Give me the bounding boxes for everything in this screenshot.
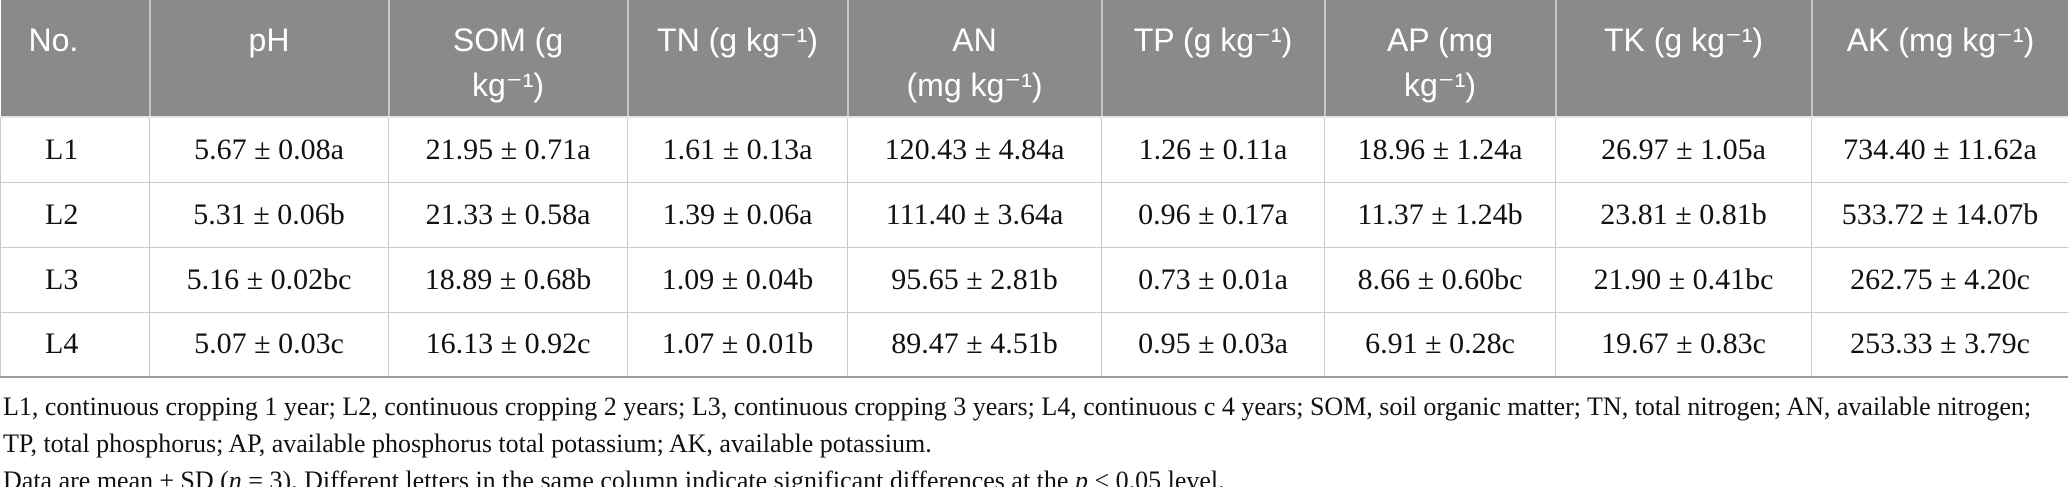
cell-tk: 19.67 ± 0.83c — [1555, 311, 1812, 378]
header-no: No. — [0, 0, 150, 118]
cell-tp: 1.26 ± 0.11a — [1101, 116, 1325, 183]
cell-ph: 5.67 ± 0.08a — [149, 116, 389, 183]
header-an: AN (mg kg⁻¹) — [846, 0, 1102, 118]
cell-ak: 734.40 ± 11.62a — [1811, 116, 2068, 183]
table-row-l3: L3 5.16 ± 0.02bc 18.89 ± 0.68b 1.09 ± 0.… — [0, 246, 2068, 313]
cell-an: 120.43 ± 4.84a — [847, 116, 1102, 183]
cell-tp: 0.96 ± 0.17a — [1101, 181, 1325, 248]
cell-tk: 21.90 ± 0.41bc — [1555, 246, 1812, 313]
table-row-l2: L2 5.31 ± 0.06b 21.33 ± 0.58a 1.39 ± 0.0… — [0, 181, 2068, 248]
table-row-l1: L1 5.67 ± 0.08a 21.95 ± 0.71a 1.61 ± 0.1… — [0, 116, 2068, 183]
cell-som: 21.33 ± 0.58a — [388, 181, 628, 248]
cell-ph: 5.31 ± 0.06b — [149, 181, 389, 248]
header-tp: TP (g kg⁻¹) — [1100, 0, 1325, 118]
header-tk: TK (g kg⁻¹) — [1554, 0, 1812, 118]
footnote-italic-p: p — [1074, 466, 1088, 487]
footnote-stats-text: < 0.05 level. — [1087, 466, 1225, 487]
cell-tn: 1.39 ± 0.06a — [627, 181, 848, 248]
header-tn: TN (g kg⁻¹) — [626, 0, 848, 118]
cell-ak: 262.75 ± 4.20c — [1811, 246, 2068, 313]
cell-ap: 11.37 ± 1.24b — [1324, 181, 1556, 248]
cell-tn: 1.61 ± 0.13a — [627, 116, 848, 183]
cell-som: 16.13 ± 0.92c — [388, 311, 628, 378]
table-row-l4: L4 5.07 ± 0.03c 16.13 ± 0.92c 1.07 ± 0.0… — [0, 311, 2068, 378]
cell-an: 89.47 ± 4.51b — [847, 311, 1102, 378]
cell-som: 21.95 ± 0.71a — [388, 116, 628, 183]
cell-tp: 0.73 ± 0.01a — [1101, 246, 1325, 313]
cell-ph: 5.07 ± 0.03c — [149, 311, 389, 378]
cell-ap: 6.91 ± 0.28c — [1324, 311, 1556, 378]
cell-no: L1 — [0, 116, 150, 183]
cell-no: L2 — [0, 181, 150, 248]
footnote-stats-text: = 3). Different letters in the same colu… — [241, 466, 1075, 487]
cell-ap: 18.96 ± 1.24a — [1324, 116, 1556, 183]
cell-ak: 533.72 ± 14.07b — [1811, 181, 2068, 248]
cell-no: L3 — [0, 246, 150, 313]
cell-tn: 1.09 ± 0.04b — [627, 246, 848, 313]
cell-ph: 5.16 ± 0.02bc — [149, 246, 389, 313]
header-som: SOM (g kg⁻¹) — [387, 0, 628, 118]
footnote-abbreviations: L1, continuous cropping 1 year; L2, cont… — [3, 392, 2032, 458]
cell-no: L4 — [0, 311, 150, 378]
header-ak: AK (mg kg⁻¹) — [1810, 0, 2068, 118]
cell-ak: 253.33 ± 3.79c — [1811, 311, 2068, 378]
cell-tn: 1.07 ± 0.01b — [627, 311, 848, 378]
cell-tk: 23.81 ± 0.81b — [1555, 181, 1812, 248]
cell-tp: 0.95 ± 0.03a — [1101, 311, 1325, 378]
cell-tk: 26.97 ± 1.05a — [1555, 116, 1812, 183]
header-row: No. pH SOM (g kg⁻¹) TN (g kg⁻¹) AN (mg k… — [0, 0, 2068, 118]
cell-ap: 8.66 ± 0.60bc — [1324, 246, 1556, 313]
header-ap: AP (mg kg⁻¹) — [1323, 0, 1556, 118]
cell-an: 111.40 ± 3.64a — [847, 181, 1102, 248]
cell-som: 18.89 ± 0.68b — [388, 246, 628, 313]
cell-an: 95.65 ± 2.81b — [847, 246, 1102, 313]
header-ph: pH — [148, 0, 389, 118]
soil-properties-table: No. pH SOM (g kg⁻¹) TN (g kg⁻¹) AN (mg k… — [0, 0, 2068, 378]
footnote-statistics: Data are mean ± SD (n = 3). Different le… — [3, 462, 2062, 487]
table-footnotes: L1, continuous cropping 1 year; L2, cont… — [0, 378, 2068, 487]
footnote-stats-text: Data are mean ± SD ( — [3, 466, 229, 487]
footnote-italic-n: n — [228, 466, 242, 487]
